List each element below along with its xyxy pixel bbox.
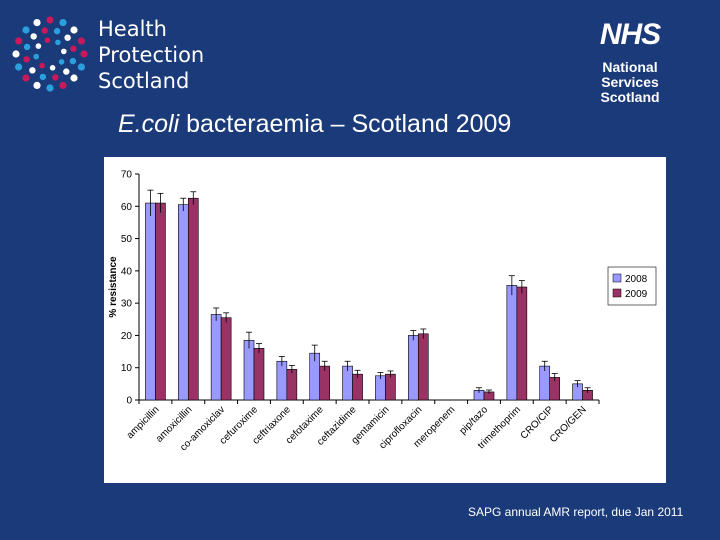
logo-dot bbox=[46, 16, 54, 24]
logo-dot bbox=[22, 26, 30, 34]
logo-dot bbox=[70, 45, 77, 52]
logo-dot bbox=[69, 57, 77, 65]
bar-2008-cro-cip bbox=[539, 365, 551, 401]
legend-swatch-2009 bbox=[612, 288, 622, 298]
bar-2009-co-amoxiclav bbox=[220, 317, 232, 401]
y-tick-label: 60 bbox=[121, 202, 133, 213]
bar-2009-cefuroxime bbox=[253, 348, 265, 401]
logo-dot bbox=[39, 73, 47, 81]
y-tick-label: 70 bbox=[121, 170, 133, 181]
resistance-bar-chart: % resistance010203040506070ampicillinamo… bbox=[108, 170, 657, 453]
logo-dot bbox=[59, 19, 67, 27]
hps-dots-logo bbox=[12, 16, 88, 92]
bar-2008-ceftazidime bbox=[342, 365, 353, 401]
nhs-org-name: National Services Scotland bbox=[585, 60, 675, 105]
logo-dot bbox=[33, 81, 41, 89]
footnote: SAPG annual AMR report, due Jan 2011 bbox=[468, 505, 684, 519]
bar-2008-ceftriaxone bbox=[276, 360, 288, 401]
logo-dot bbox=[29, 67, 36, 74]
logo-dot bbox=[49, 65, 56, 71]
logo-dot bbox=[15, 37, 23, 45]
y-tick-label: 20 bbox=[121, 331, 133, 342]
bar-2009-trimethoprim bbox=[516, 286, 528, 401]
logo-dot bbox=[59, 81, 67, 89]
x-tick-label: pip/tazo bbox=[458, 404, 491, 437]
logo-dot bbox=[61, 48, 67, 55]
logo-dot bbox=[22, 74, 30, 82]
logo-dot bbox=[64, 34, 71, 41]
logo-dot bbox=[23, 43, 31, 51]
bar-2008-trimethoprim bbox=[506, 285, 518, 401]
logo-dot bbox=[63, 68, 70, 75]
logo-dot bbox=[58, 59, 65, 65]
logo-dot bbox=[39, 62, 45, 69]
legend-label-2008: 2008 bbox=[625, 274, 648, 285]
logo-dot bbox=[33, 53, 39, 60]
logo-dot bbox=[77, 63, 85, 71]
bar-2009-ampicillin bbox=[155, 202, 166, 401]
nhs-org-line-3: Scotland bbox=[600, 89, 660, 105]
nhs-logo: NHS National Services Scotland bbox=[585, 18, 675, 105]
bar-2009-amoxicillin bbox=[187, 197, 199, 401]
slide-title-organism: E.coli bbox=[118, 110, 180, 138]
hps-line-1: Health bbox=[98, 17, 167, 41]
y-tick-label: 40 bbox=[121, 266, 133, 277]
chart-panel: % resistance 0 10 20 30 40 50 60 70 ampicillin amo… bbox=[104, 157, 666, 483]
nhs-org-line-1: National bbox=[602, 59, 658, 75]
nhs-org-line-2: Services bbox=[601, 74, 659, 90]
bar-2008-cefuroxime bbox=[243, 339, 255, 401]
slide-title: E.coli bacteraemia – Scotland 2009 bbox=[118, 110, 511, 139]
hps-line-2: Protection bbox=[98, 43, 205, 67]
logo-dot bbox=[12, 50, 20, 58]
bar-2008-ampicillin bbox=[145, 202, 156, 401]
hps-line-3: Scotland bbox=[98, 69, 190, 93]
legend-swatch-2008 bbox=[612, 273, 622, 283]
y-tick-label: 30 bbox=[121, 299, 133, 310]
y-tick-label: 10 bbox=[121, 363, 133, 374]
bar-2008-gentamicin bbox=[375, 375, 386, 401]
logo-dot bbox=[35, 43, 42, 49]
logo-dot bbox=[70, 74, 78, 82]
slide-title-rest: bacteraemia – Scotland 2009 bbox=[179, 110, 512, 138]
logo-dot bbox=[80, 50, 88, 58]
logo-dot bbox=[70, 26, 78, 34]
bar-2008-amoxicillin bbox=[177, 204, 189, 401]
bar-2009-gentamicin bbox=[385, 373, 396, 401]
hps-wordmark: Health Protection Scotland bbox=[98, 16, 204, 94]
y-tick-label: 0 bbox=[126, 396, 132, 407]
logo-dot bbox=[30, 33, 37, 40]
logo-dot bbox=[33, 19, 41, 27]
logo-dot bbox=[23, 56, 30, 63]
logo-dot bbox=[77, 37, 85, 45]
y-tick-label: 50 bbox=[121, 234, 133, 245]
legend-label-2009: 2009 bbox=[625, 289, 648, 300]
bar-2008-ciprofloxacin bbox=[407, 335, 419, 401]
bar-2009-ceftriaxone bbox=[286, 369, 298, 401]
logo-dot bbox=[44, 37, 51, 43]
logo-dot bbox=[55, 39, 61, 46]
bar-2008-co-amoxiclav bbox=[210, 314, 222, 401]
y-axis-label: % resistance bbox=[108, 256, 119, 318]
bar-2009-cefotaxime bbox=[319, 365, 331, 401]
logo-dot bbox=[15, 63, 23, 71]
bar-2009-ciprofloxacin bbox=[417, 333, 429, 401]
logo-dot bbox=[41, 27, 48, 34]
logo-dot bbox=[53, 27, 61, 35]
logo-dot bbox=[46, 84, 54, 92]
nhs-mark: NHS bbox=[599, 18, 661, 51]
legend bbox=[607, 266, 657, 306]
logo-dot bbox=[52, 74, 59, 81]
